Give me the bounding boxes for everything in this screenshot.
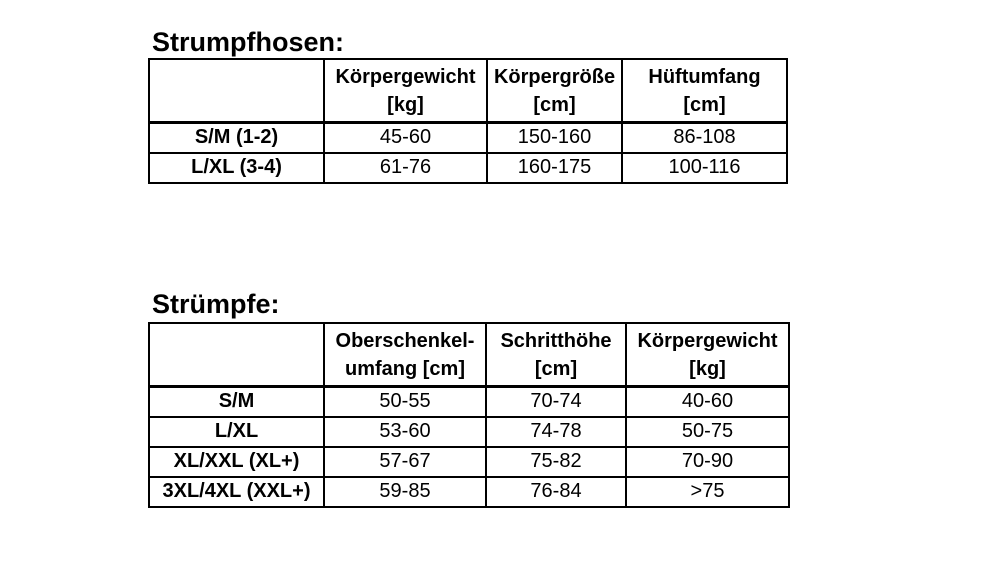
row-label-cell: 3XL/4XL (XXL+) xyxy=(148,475,325,508)
table-row: L/XL (3-4) 61-76 160-175 100-116 xyxy=(148,151,788,184)
header-cell-oberschenkelumfang: Oberschenkel- umfang [cm] xyxy=(323,322,487,388)
value-cell: 61-76 xyxy=(323,151,488,184)
value-cell: 86-108 xyxy=(621,121,788,154)
section-title-struempfe: Strümpfe: xyxy=(152,289,280,319)
header-cell-empty xyxy=(148,322,325,388)
header-cell-schritthoehe: Schritthöhe [cm] xyxy=(485,322,627,388)
table-row: 3XL/4XL (XXL+) 59-85 76-84 >75 xyxy=(148,475,790,508)
row-label-cell: S/M (1-2) xyxy=(148,121,325,154)
value-cell: >75 xyxy=(625,475,790,508)
value-cell: 57-67 xyxy=(323,445,487,478)
header-cell-koerpergewicht: Körpergewicht [kg] xyxy=(323,58,488,124)
value-cell: 53-60 xyxy=(323,415,487,448)
row-label-cell: L/XL xyxy=(148,415,325,448)
value-cell: 160-175 xyxy=(486,151,623,184)
value-cell: 50-55 xyxy=(323,385,487,418)
value-cell: 75-82 xyxy=(485,445,627,478)
value-cell: 100-116 xyxy=(621,151,788,184)
table-row: L/XL 53-60 74-78 50-75 xyxy=(148,415,790,448)
value-cell: 74-78 xyxy=(485,415,627,448)
value-cell: 59-85 xyxy=(323,475,487,508)
value-cell: 50-75 xyxy=(625,415,790,448)
row-label-cell: S/M xyxy=(148,385,325,418)
section-title-strumpfhosen: Strumpfhosen: xyxy=(152,27,344,57)
strumpfhosen-size-table: Körpergewicht [kg] Körpergröße [cm] Hüft… xyxy=(148,58,788,184)
value-cell: 70-74 xyxy=(485,385,627,418)
table-row: XL/XXL (XL+) 57-67 75-82 70-90 xyxy=(148,445,790,478)
value-cell: 40-60 xyxy=(625,385,790,418)
header-cell-empty xyxy=(148,58,325,124)
value-cell: 45-60 xyxy=(323,121,488,154)
header-cell-koerpergewicht: Körpergewicht [kg] xyxy=(625,322,790,388)
row-label-cell: XL/XXL (XL+) xyxy=(148,445,325,478)
struempfe-size-table: Oberschenkel- umfang [cm] Schritthöhe [c… xyxy=(148,322,790,508)
value-cell: 76-84 xyxy=(485,475,627,508)
table-row: S/M (1-2) 45-60 150-160 86-108 xyxy=(148,121,788,154)
table-row: S/M 50-55 70-74 40-60 xyxy=(148,385,790,418)
row-label-cell: L/XL (3-4) xyxy=(148,151,325,184)
table-header-row: Körpergewicht [kg] Körpergröße [cm] Hüft… xyxy=(148,58,788,124)
value-cell: 70-90 xyxy=(625,445,790,478)
value-cell: 150-160 xyxy=(486,121,623,154)
header-cell-hueftumfang: Hüftumfang [cm] xyxy=(621,58,788,124)
table-header-row: Oberschenkel- umfang [cm] Schritthöhe [c… xyxy=(148,322,790,388)
header-cell-koerpergroesse: Körpergröße [cm] xyxy=(486,58,623,124)
